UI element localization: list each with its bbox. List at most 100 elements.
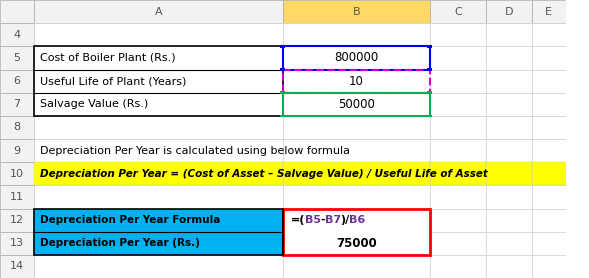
Bar [487,70,532,93]
Bar [532,139,565,162]
Bar [34,0,283,23]
Text: 800000: 800000 [334,51,379,64]
Text: B5: B5 [305,215,321,225]
Bar [430,208,487,232]
Bar [283,70,430,93]
Bar [430,93,487,116]
Bar [34,93,283,116]
Bar [0,93,34,116]
Bar [283,208,430,255]
Bar [34,23,283,46]
Bar [430,70,487,93]
Bar [34,208,283,232]
Bar [34,139,283,162]
Bar [532,70,565,93]
Bar [280,45,285,48]
Bar [532,232,565,255]
Text: Depreciation Per Year is calculated using below formula: Depreciation Per Year is calculated usin… [39,146,350,156]
Bar [0,255,34,278]
Bar [0,23,34,46]
Text: 10: 10 [10,169,24,179]
Bar [487,185,532,208]
Text: Depreciation Per Year = (Cost of Asset – Salvage Value) / Useful Life of Asset: Depreciation Per Year = (Cost of Asset –… [39,169,488,179]
Bar [532,162,565,185]
Text: B: B [353,7,360,17]
Bar [532,46,565,70]
Text: B6: B6 [349,215,366,225]
Text: 8: 8 [14,122,21,132]
Text: 10: 10 [349,75,364,88]
Bar [532,255,565,278]
Bar [0,0,34,23]
Text: 4: 4 [14,30,21,40]
Bar [430,46,487,70]
Bar [0,208,34,232]
Bar [487,93,532,116]
Text: Useful Life of Plant (Years): Useful Life of Plant (Years) [39,76,186,86]
Bar [487,139,532,162]
Bar [532,208,565,232]
Bar [34,232,283,255]
Bar [283,46,430,70]
Bar [283,116,430,139]
Text: 12: 12 [10,215,24,225]
Bar [283,185,430,208]
Text: 11: 11 [10,192,24,202]
Bar [283,23,430,46]
Text: Depreciation Per Year (Rs.): Depreciation Per Year (Rs.) [39,238,200,248]
Bar [283,232,430,255]
Text: Salvage Value (Rs.): Salvage Value (Rs.) [39,99,148,109]
Bar [0,185,34,208]
Bar [34,208,283,232]
Bar [283,139,430,162]
Bar [0,139,34,162]
Bar [283,208,430,232]
Text: B7: B7 [325,215,341,225]
Bar [34,255,283,278]
Bar [283,208,430,232]
Bar [0,116,34,139]
Text: Cost of Boiler Plant (Rs.): Cost of Boiler Plant (Rs.) [39,53,175,63]
Bar [487,208,532,232]
Bar [280,91,285,94]
Bar [487,255,532,278]
Bar [283,70,430,93]
Bar [430,23,487,46]
Bar [34,162,565,185]
Bar [532,116,565,139]
Bar [487,162,532,185]
Bar [430,185,487,208]
Text: =(: =( [292,215,306,225]
Bar [487,23,532,46]
Bar [34,116,283,139]
Bar [0,46,34,70]
Bar [532,23,565,46]
Bar [0,232,34,255]
Bar [283,46,430,70]
Bar [487,162,532,185]
Bar [430,0,487,23]
Text: 50000: 50000 [338,98,375,111]
Text: E: E [545,7,552,17]
Text: 13: 13 [10,238,24,248]
Bar [430,162,487,185]
Text: Depreciation Per Year Formula: Depreciation Per Year Formula [39,215,220,225]
Bar [283,162,430,185]
Bar [0,162,34,185]
Text: )/: )/ [340,215,350,225]
Bar [283,162,430,185]
Bar [430,139,487,162]
Bar [428,91,432,94]
Bar [283,232,430,255]
Bar [430,116,487,139]
Text: -: - [320,215,325,225]
Text: 7: 7 [14,99,21,109]
Bar [280,68,285,71]
Bar [34,162,283,185]
Text: C: C [454,7,462,17]
Bar [428,115,432,117]
Bar [0,70,34,93]
Bar [532,93,565,116]
Bar [430,162,487,185]
Bar [428,68,432,71]
